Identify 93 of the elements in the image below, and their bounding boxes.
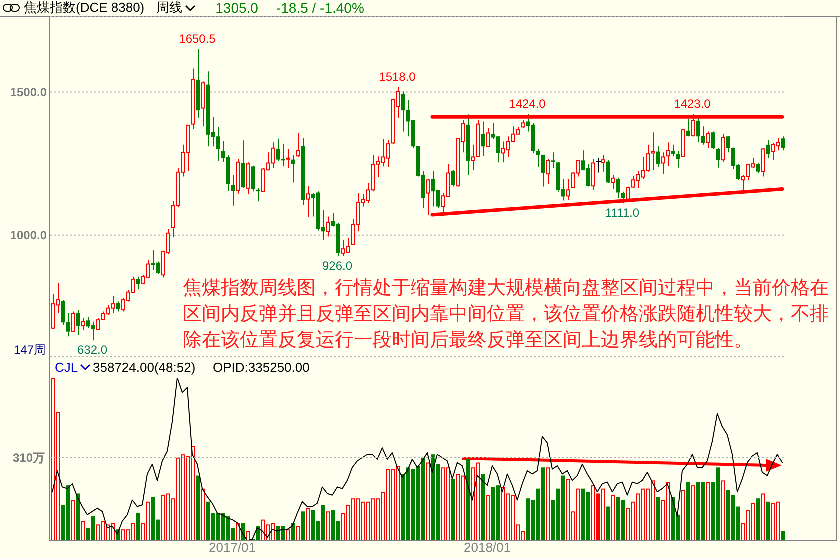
annotation: 1111.0	[605, 206, 640, 220]
candlestick	[292, 154, 296, 184]
annotation: 926.0	[322, 258, 353, 273]
candlestick	[762, 148, 766, 178]
annotation: 焦煤指数周线图，行情处于缩量构建大规模横向盘整区间过程中，当前价格在区间内反弹并且反弹至区间内靠中间位置，该位置价格涨跌随机性较大，不排除在该位置反复运行一段时间后最终反弹至区间上边界线的可能性。	[183, 277, 830, 353]
bar	[72, 500, 76, 541]
x-tick-label: 2017/01	[209, 540, 256, 556]
annotation: 632.0	[77, 342, 108, 357]
candlestick	[452, 170, 456, 188]
candlestick	[482, 121, 486, 157]
chart-subtitle: 周线	[156, 0, 183, 17]
bar	[782, 531, 786, 541]
candlestick	[722, 134, 726, 162]
bar	[286, 530, 290, 541]
bar	[486, 495, 490, 541]
y-tick-label: 1500.0	[10, 86, 48, 100]
ref-line-label: 310万	[12, 451, 45, 466]
candlestick	[612, 174, 616, 190]
candlestick	[252, 165, 256, 192]
bar	[482, 474, 486, 541]
candlestick	[662, 152, 666, 175]
bar	[546, 468, 550, 541]
candlestick	[706, 131, 710, 149]
candlestick	[666, 142, 670, 167]
candlestick	[76, 310, 80, 336]
candlestick	[606, 160, 610, 184]
annotation: 1518.0	[379, 70, 416, 84]
bar	[692, 486, 696, 541]
bar	[306, 508, 310, 541]
candlestick	[712, 131, 716, 150]
bar	[426, 462, 430, 541]
candlestick	[672, 144, 676, 158]
bar	[82, 521, 86, 541]
bar	[762, 494, 766, 541]
candlestick	[296, 132, 300, 158]
candlestick	[552, 152, 556, 169]
candlestick	[232, 174, 236, 206]
text: 1305.0	[216, 0, 258, 16]
candlestick	[602, 154, 606, 172]
bar	[302, 512, 306, 541]
bar	[236, 523, 240, 541]
bar	[296, 526, 300, 541]
bar	[292, 523, 296, 541]
candlestick	[116, 301, 120, 312]
bar	[686, 482, 690, 541]
annotation: 1424.0	[509, 97, 546, 112]
text: OPID:335250.00	[213, 360, 310, 375]
candlestick	[136, 276, 140, 290]
candlestick	[686, 118, 690, 138]
bar	[196, 476, 200, 541]
bar	[766, 502, 770, 541]
annotation: 1650.5	[179, 32, 216, 46]
bar	[202, 488, 206, 541]
candlestick	[426, 178, 430, 216]
candlestick	[756, 162, 760, 174]
bar	[76, 494, 80, 541]
candlestick	[72, 311, 76, 333]
x-tick-label: 2018/01	[464, 540, 511, 556]
bar	[722, 480, 726, 541]
bar	[466, 460, 470, 541]
candlestick	[306, 186, 310, 218]
candlestick	[326, 216, 330, 238]
bar	[656, 496, 660, 541]
bar	[612, 495, 616, 541]
bar	[326, 512, 330, 541]
text: -18.5 / -1.40%	[276, 0, 364, 16]
bar	[136, 513, 140, 541]
candlestick	[782, 136, 786, 152]
candlestick	[656, 146, 660, 168]
candlestick	[286, 148, 290, 169]
candlestick	[82, 318, 86, 331]
candlestick	[766, 140, 770, 159]
candlestick	[592, 158, 596, 191]
chart-title: CJL	[55, 360, 78, 374]
chart-title: 焦煤指数(DCE 8380)	[24, 0, 145, 17]
candlestick	[616, 177, 620, 199]
candlestick	[652, 132, 656, 171]
bar	[606, 506, 610, 541]
bar	[756, 498, 760, 541]
candlestick	[622, 191, 626, 204]
bar	[452, 479, 456, 541]
y-tick-label: 1000.0	[10, 228, 48, 243]
candlestick	[486, 128, 490, 148]
candlestick	[726, 136, 730, 154]
bar	[706, 482, 710, 541]
candlestick	[566, 178, 570, 201]
annotation: 1423.0	[674, 97, 711, 112]
candlestick	[546, 158, 550, 185]
candlestick	[676, 150, 680, 168]
text: 358724.00(48:52)	[93, 360, 196, 375]
bar	[682, 490, 686, 541]
text: 147周	[14, 342, 46, 359]
candlestick	[716, 148, 720, 168]
